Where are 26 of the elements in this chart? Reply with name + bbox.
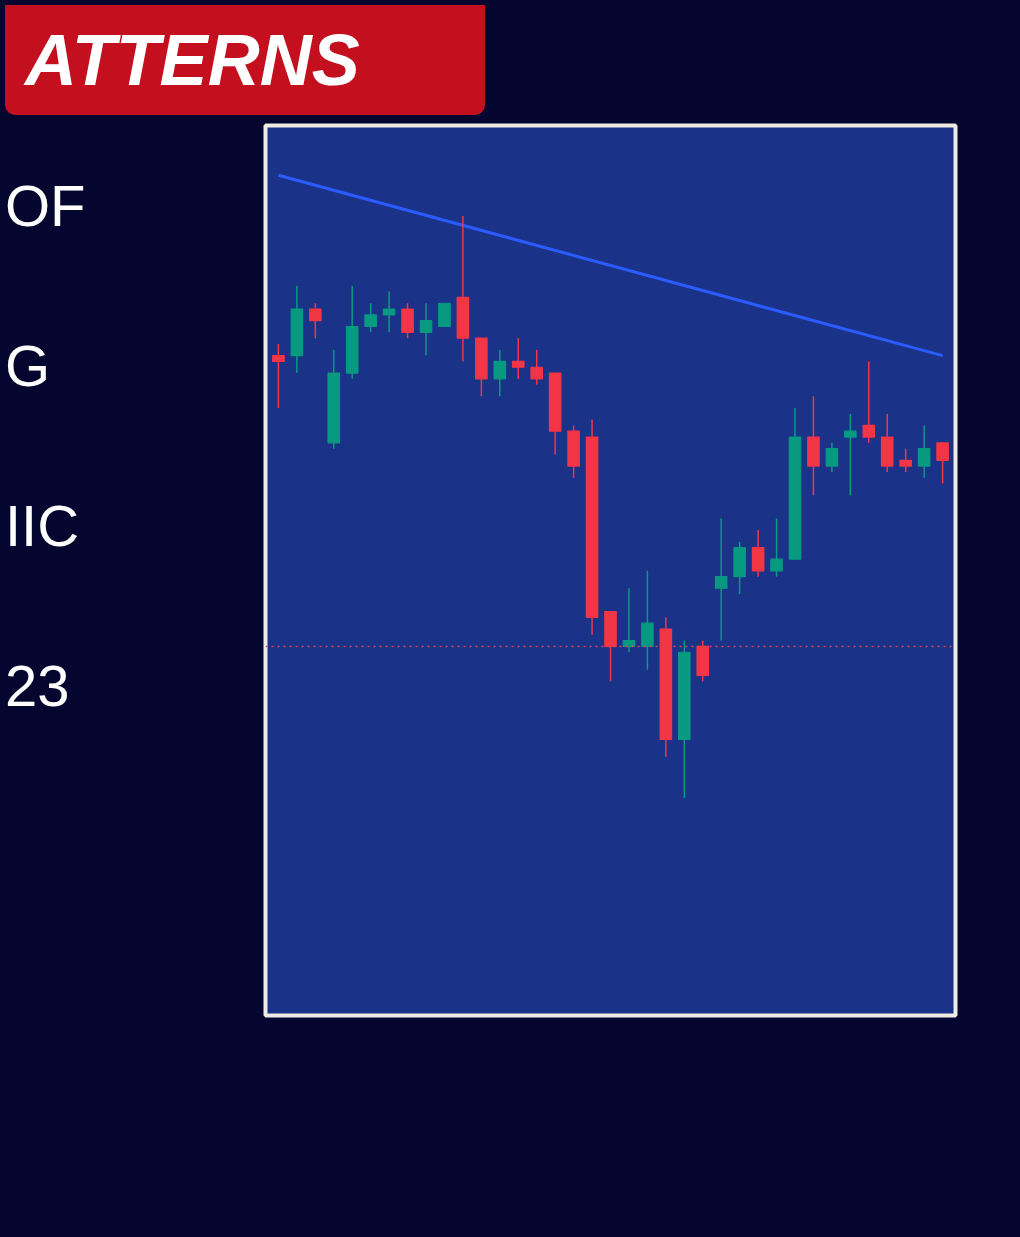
candlestick [844,413,857,496]
candlestick [511,337,525,380]
candlestick [936,442,949,485]
text: IIC [5,492,80,560]
candlestick [382,290,396,334]
candlestick [917,424,931,479]
candlestick [825,442,839,473]
candlestick [862,360,876,444]
text: G [5,332,51,400]
candlestick [770,517,783,578]
chart-title: ATTERNS [25,19,360,102]
candlestick [751,529,765,578]
candlestick [308,302,322,339]
candlestick [364,302,377,334]
text: OF [5,172,86,240]
candlestick [530,349,544,386]
candlestick [401,302,414,339]
candlestick [419,302,433,357]
candlestick [272,343,285,409]
candlestick [622,587,636,653]
candlestick [641,570,654,671]
candlestick [438,302,451,328]
candlestick [899,447,913,473]
text: 23 [5,652,70,720]
candlestick [493,349,507,398]
candlestick [714,517,728,642]
